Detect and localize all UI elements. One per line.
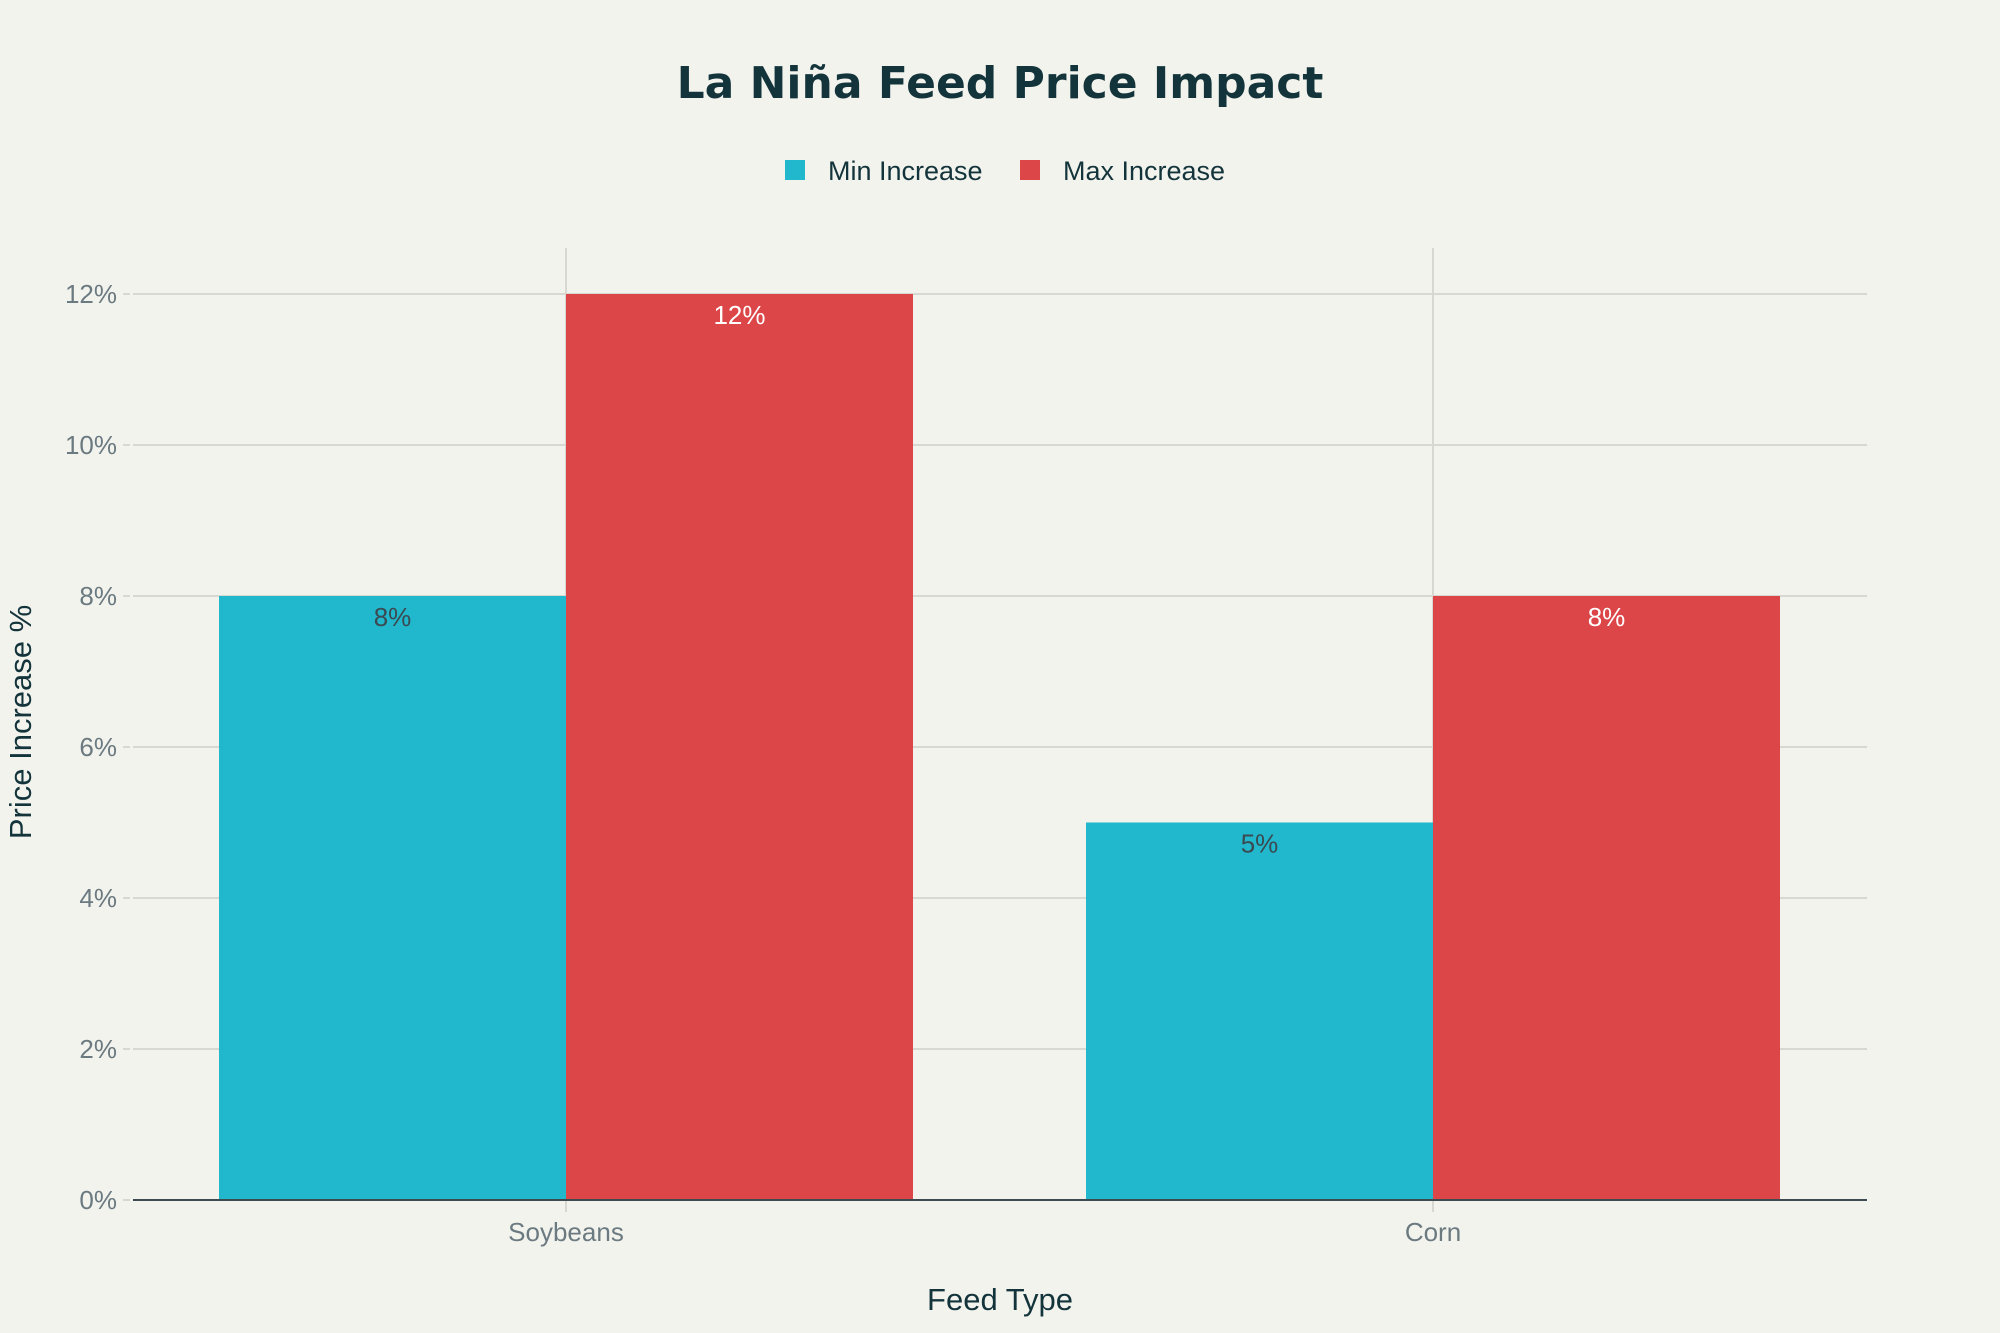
bar-value-label: 8% — [374, 602, 412, 632]
legend-swatch-max — [1020, 160, 1040, 180]
y-tick-label: 8% — [79, 581, 117, 611]
bar-max-increase-corn[interactable] — [1433, 596, 1780, 1200]
legend-swatch-min — [785, 160, 805, 180]
legend-item-min[interactable]: Min Increase — [785, 156, 983, 186]
bars — [219, 294, 1780, 1200]
x-tick-label: Soybeans — [508, 1217, 624, 1247]
y-tick-label: 4% — [79, 883, 117, 913]
y-tick-label: 6% — [79, 732, 117, 762]
chart-title: La Niña Feed Price Impact — [677, 58, 1324, 109]
legend-item-max[interactable]: Max Increase — [1020, 156, 1225, 186]
bar-labels: 8% 5% 12% 8% — [374, 300, 1626, 859]
y-tick-label: 0% — [79, 1185, 117, 1215]
y-tick-label: 12% — [65, 279, 117, 309]
bar-value-label: 12% — [713, 300, 765, 330]
y-axis-ticks: 0% 2% 4% 6% 8% 10% 12% — [65, 279, 130, 1215]
bar-min-increase-soybeans[interactable] — [219, 596, 566, 1200]
bar-max-increase-soybeans[interactable] — [566, 294, 913, 1200]
y-tick-label: 2% — [79, 1034, 117, 1064]
legend-label-min: Min Increase — [828, 156, 983, 186]
x-axis-ticks: Soybeans Corn — [133, 1199, 1867, 1247]
legend-label-max: Max Increase — [1063, 156, 1225, 186]
y-axis-title: Price Increase % — [3, 605, 38, 839]
bar-value-label: 5% — [1241, 829, 1279, 859]
y-tick-label: 10% — [65, 430, 117, 460]
x-axis-title: Feed Type — [927, 1282, 1073, 1317]
bar-min-increase-corn[interactable] — [1086, 822, 1433, 1201]
x-tick-label: Corn — [1405, 1217, 1461, 1247]
legend: Min Increase Max Increase — [785, 156, 1225, 186]
bar-value-label: 8% — [1588, 602, 1626, 632]
